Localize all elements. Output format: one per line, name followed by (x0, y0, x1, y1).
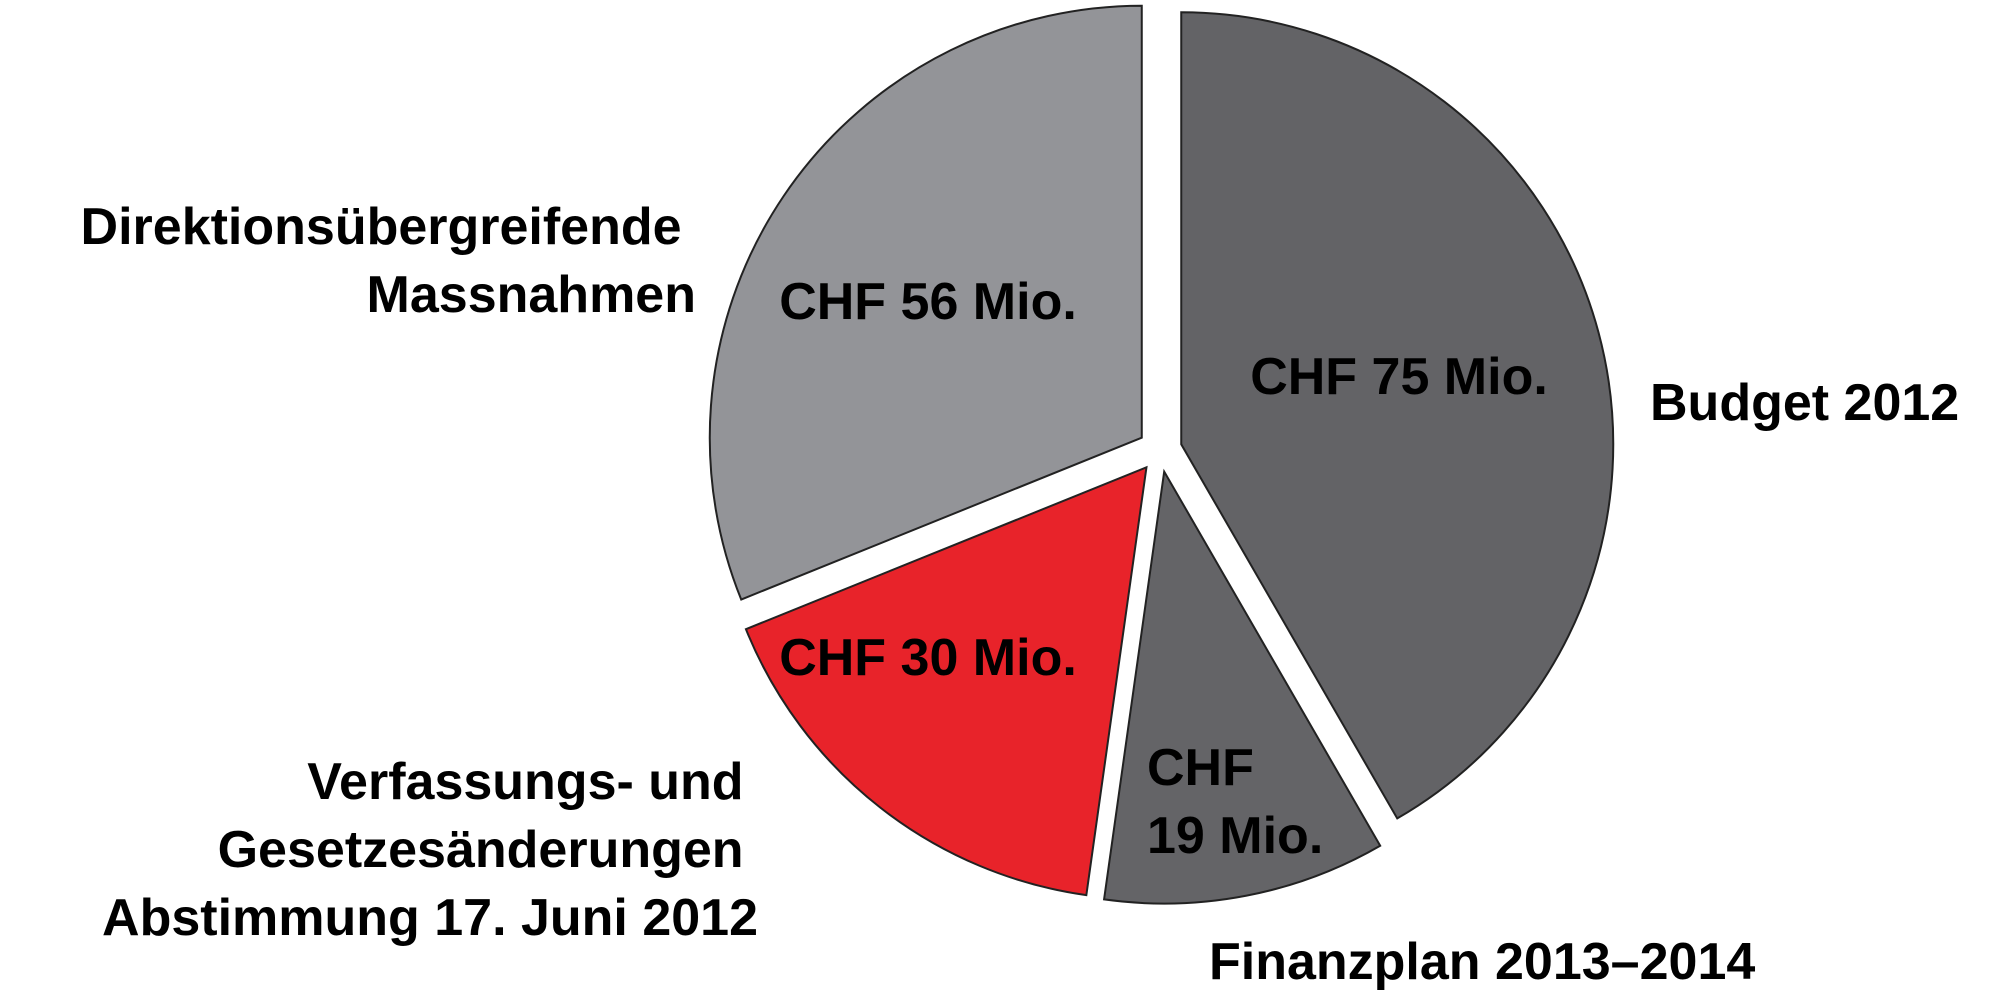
category-label: Verfassungs- und Gesetzesänderungen Abst… (102, 753, 758, 947)
pie-slice (708, 4, 1143, 601)
pie-slice (1102, 468, 1382, 905)
category-label: Budget 2012 (1650, 374, 1959, 432)
value-label: CHF 56 Mio. (779, 273, 1077, 331)
pie-slice (744, 465, 1148, 897)
value-label: CHF 19 Mio. (1147, 739, 1323, 865)
pie-slice (1180, 11, 1615, 820)
value-label: CHF 75 Mio. (1250, 348, 1548, 406)
category-label: Finanzplan 2013–2014 (1209, 933, 1755, 991)
value-label: CHF 30 Mio. (779, 629, 1077, 687)
category-label: Direktionsübergreifende Massnahmen (81, 198, 696, 324)
